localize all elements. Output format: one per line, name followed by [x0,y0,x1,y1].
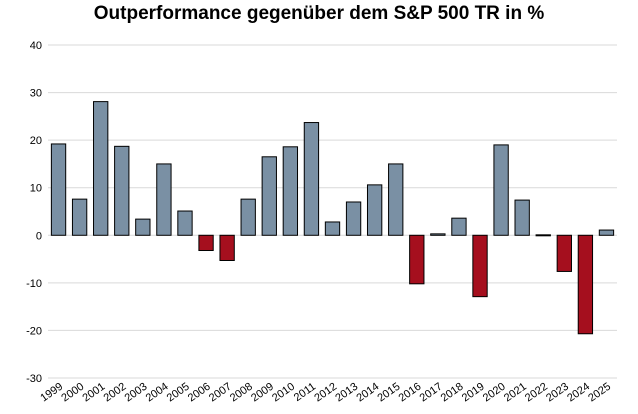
y-tick-label: 10 [30,183,42,195]
bar-2001 [93,101,109,236]
gridlines [48,44,617,379]
bar-2008 [240,198,256,236]
bar-2022 [535,234,551,237]
bar-2014 [366,184,383,236]
x-axis-ticks: 1999200020012002200320042005200620072008… [38,381,613,405]
bar-2007 [219,234,235,261]
bar-2006 [198,234,214,252]
bar-2011 [303,122,320,236]
y-tick-label: 30 [30,88,42,100]
bar-2000 [71,198,88,236]
bar-2017 [430,233,446,236]
y-axis-ticks: 40 30 20 10 0 -10 -20 -30 [26,40,42,385]
bar-2024 [577,234,594,335]
bar-2012 [324,221,341,236]
bar-2016 [409,234,425,285]
bar-2009 [261,156,277,236]
bar-1999 [50,143,67,236]
bar-2005 [177,210,193,236]
bar-2025 [598,229,615,236]
bar-2019 [472,234,488,298]
y-tick-label: -10 [26,278,42,290]
bars [50,101,615,335]
bar-2015 [388,163,404,236]
bar-2020 [493,144,509,236]
chart-title: Outperformance gegenüber dem S&P 500 TR … [93,3,545,24]
y-tick-label: 40 [30,40,42,52]
bar-2021 [514,199,530,236]
y-tick-label: -20 [26,325,42,337]
x-tick-label: 2025 [586,381,613,405]
bar-2004 [156,163,172,236]
bar-2002 [114,145,130,236]
y-tick-label: 20 [30,135,42,147]
bar-2010 [282,146,299,236]
bar-2003 [135,218,151,236]
bar-2023 [556,234,572,272]
y-tick-label: 0 [36,230,42,242]
bar-2018 [451,217,467,236]
y-tick-label: -30 [26,373,42,385]
bar-2013 [345,201,362,236]
